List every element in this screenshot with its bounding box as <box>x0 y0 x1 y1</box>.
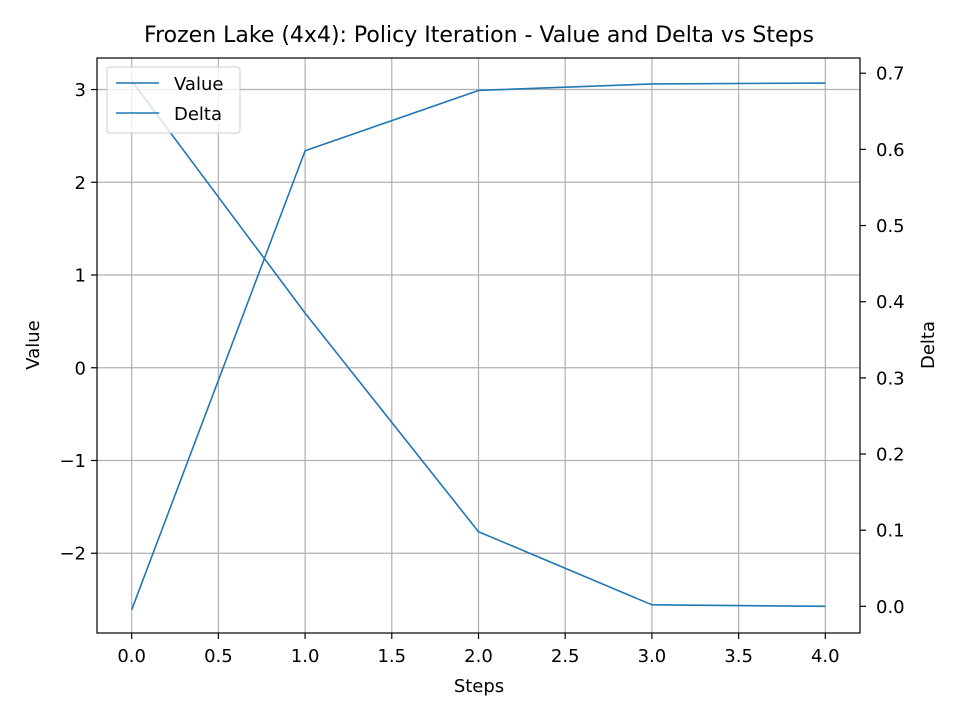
legend: Value Delta <box>106 66 241 134</box>
x-tick-label: 4.0 <box>811 646 840 667</box>
y-tick-label: 0 <box>75 358 86 379</box>
ticks: 0.0 0.5 1.0 1.5 2.0 2.5 3.0 3.5 4.0 −2 −1 0 1 2 3 0.0 0.… <box>59 64 904 667</box>
y-tick-label: −1 <box>59 451 86 472</box>
y2-tick-label: 0.2 <box>876 445 905 466</box>
y-tick-label: −2 <box>59 544 86 565</box>
x-axis-title: Steps <box>454 676 504 697</box>
y2-axis-title: Delta <box>918 321 939 369</box>
y2-tick-label: 0.1 <box>876 521 905 542</box>
x-tick-label: 3.5 <box>724 646 753 667</box>
grid <box>97 58 860 633</box>
y-tick-label: 2 <box>75 173 86 194</box>
x-tick-label: 1.5 <box>377 646 406 667</box>
y2-tick-label: 0.5 <box>876 216 905 237</box>
chart-title: Frozen Lake (4x4): Policy Iteration - Va… <box>144 23 814 48</box>
legend-label-value: Value <box>174 74 223 95</box>
series-line-value <box>130 82 826 611</box>
y2-tick-label: 0.4 <box>876 292 905 313</box>
y-tick-label: 3 <box>75 80 86 101</box>
x-tick-label: 2.0 <box>464 646 493 667</box>
y2-tick-label: 0.6 <box>876 140 905 161</box>
y2-tick-label: 0.7 <box>876 64 905 85</box>
x-tick-label: 0.5 <box>204 646 233 667</box>
legend-label-delta: Delta <box>174 104 222 125</box>
series-layer <box>130 80 826 611</box>
y-axis-title: Value <box>23 320 44 369</box>
x-tick-label: 1.0 <box>291 646 320 667</box>
y-tick-label: 1 <box>75 266 86 287</box>
y2-tick-label: 0.3 <box>876 368 905 389</box>
series-line-delta <box>131 80 826 608</box>
x-tick-label: 2.5 <box>551 646 580 667</box>
x-tick-label: 0.0 <box>117 646 146 667</box>
x-tick-label: 3.0 <box>638 646 667 667</box>
y2-tick-label: 0.0 <box>876 597 905 618</box>
